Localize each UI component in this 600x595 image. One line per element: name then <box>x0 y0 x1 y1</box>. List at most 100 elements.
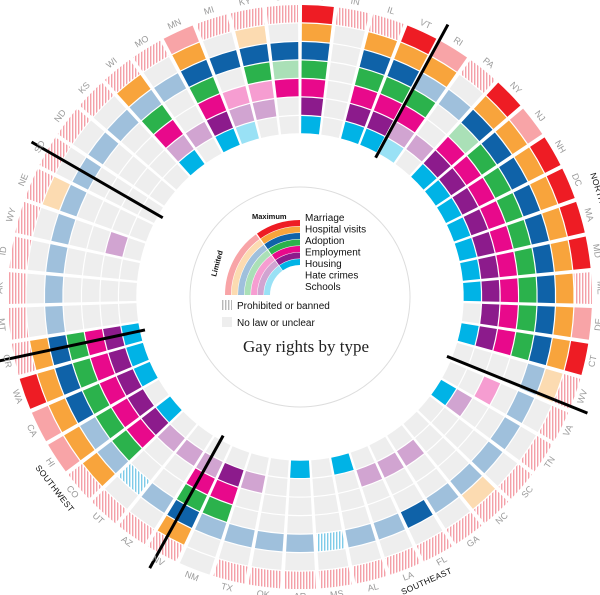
cell-nd-marriage <box>57 108 91 144</box>
cell-ar-adoption <box>286 534 314 553</box>
state-label-wi: WI <box>104 55 119 70</box>
cell-sc-marriage <box>498 464 532 499</box>
cell-md-housing <box>496 251 517 278</box>
cell-id-hate <box>101 255 122 279</box>
cell-vt-hate <box>367 111 394 136</box>
legend-label-schools: Schools <box>305 282 341 293</box>
cell-tn-housing <box>461 398 489 428</box>
cell-ky-hate <box>252 99 277 120</box>
state-label-al: AL <box>366 581 379 593</box>
state-label-sd: SD <box>32 138 47 154</box>
cell-ri-employment <box>405 89 436 118</box>
cell-wi-marriage <box>104 59 140 93</box>
state-label-hi: HI <box>44 456 57 469</box>
cell-va-hate <box>458 369 484 396</box>
state-label-pa: PA <box>481 55 496 70</box>
legend-arc-lim-hate <box>257 260 279 295</box>
cell-wy-adoption <box>51 213 76 245</box>
cell-mn-hate <box>206 111 233 136</box>
cell-ut-hospital <box>104 476 138 509</box>
cell-vt-housing <box>373 94 402 120</box>
center-disc <box>189 186 411 408</box>
cell-nv-housing <box>186 468 215 495</box>
cell-tn-hospital <box>505 426 536 461</box>
state-label-ri: RI <box>452 35 465 48</box>
cell-ar-housing <box>288 497 312 515</box>
legend-prohibited-swatch <box>222 300 232 310</box>
cell-or-employment <box>66 332 89 361</box>
cell-pa-marriage <box>460 59 496 93</box>
cell-mi-hospital <box>202 32 236 58</box>
cell-ak-marriage <box>7 272 27 304</box>
cell-ct-housing <box>493 329 516 356</box>
cell-ct-schools <box>457 323 479 346</box>
cell-ny-housing <box>436 136 465 166</box>
cell-ca-hate <box>116 369 142 396</box>
cell-mn-hospital <box>172 42 206 71</box>
state-label-me: ME <box>595 281 600 295</box>
region-divider-5 <box>30 140 164 220</box>
cell-ms-employment <box>315 512 342 533</box>
cell-me-schools <box>463 281 481 302</box>
state-label-fl: FL <box>435 554 449 568</box>
cell-ne-hate <box>112 209 137 236</box>
cell-ia-housing <box>301 79 326 98</box>
legend-label-employment: Employment <box>305 248 361 259</box>
cell-ks-hate <box>149 150 177 178</box>
cell-ri-schools <box>378 138 404 163</box>
cell-de-adoption <box>535 305 555 335</box>
cell-co-adoption <box>97 441 129 474</box>
cell-ms-marriage <box>318 567 352 589</box>
cell-ut-hate <box>157 424 185 452</box>
cell-nh-housing <box>468 177 495 207</box>
cell-ct-marriage <box>564 341 589 375</box>
cell-al-adoption <box>345 524 376 548</box>
cell-tn-employment <box>475 407 504 439</box>
cell-nv-marriage <box>148 531 184 562</box>
cell-wy-hate <box>105 232 128 257</box>
cell-me-hate <box>481 279 500 302</box>
cell-al-employment <box>341 506 371 530</box>
cell-fl-employment <box>393 484 424 512</box>
cell-ms-adoption <box>316 530 346 552</box>
legend-prohibited-label: Prohibited or banned <box>237 301 330 312</box>
cell-wa-marriage <box>19 374 47 409</box>
state-label-or: OR <box>1 353 14 369</box>
cell-ma-marriage <box>559 201 585 237</box>
cell-co-schools <box>156 396 182 423</box>
cell-az-adoption <box>141 483 174 513</box>
cell-dc-adoption <box>513 184 540 217</box>
cell-tx-hate <box>240 471 266 493</box>
state-label-ma: MA <box>582 207 595 223</box>
cell-mi-adoption <box>209 50 241 75</box>
state-label-ny: NY <box>508 80 524 96</box>
cell-ca-housing <box>99 376 126 405</box>
cell-ky-schools <box>257 117 279 138</box>
cell-ga-hospital <box>436 497 470 529</box>
cell-mt-housing <box>82 304 102 329</box>
cell-ma-adoption <box>524 213 549 245</box>
cell-ia-schools <box>301 116 321 135</box>
state-label-ky: KY <box>238 0 252 8</box>
cell-mo-schools <box>196 138 222 163</box>
cell-ia-hospital <box>301 23 332 43</box>
cell-ca-hospital <box>48 398 78 433</box>
cell-pa-hate <box>406 134 434 162</box>
cell-nc-hate <box>415 424 443 452</box>
cell-ct-employment <box>511 332 534 361</box>
cell-sc-employment <box>458 430 488 461</box>
legend-arc-max-hospital <box>260 226 300 244</box>
cell-nc-schools <box>403 411 430 438</box>
cell-hi-hate <box>127 389 154 417</box>
cell-az-hate <box>176 439 204 466</box>
cell-mn-schools <box>215 128 240 153</box>
cell-ut-adoption <box>118 463 150 495</box>
cell-ne-housing <box>94 201 120 229</box>
cell-tx-adoption <box>224 524 255 548</box>
region-divider-2 <box>446 354 588 415</box>
state-label-dc: DC <box>570 172 584 188</box>
cell-in-hospital <box>333 25 365 49</box>
cell-de-schools <box>461 303 481 324</box>
cell-ms-schools <box>311 458 333 478</box>
